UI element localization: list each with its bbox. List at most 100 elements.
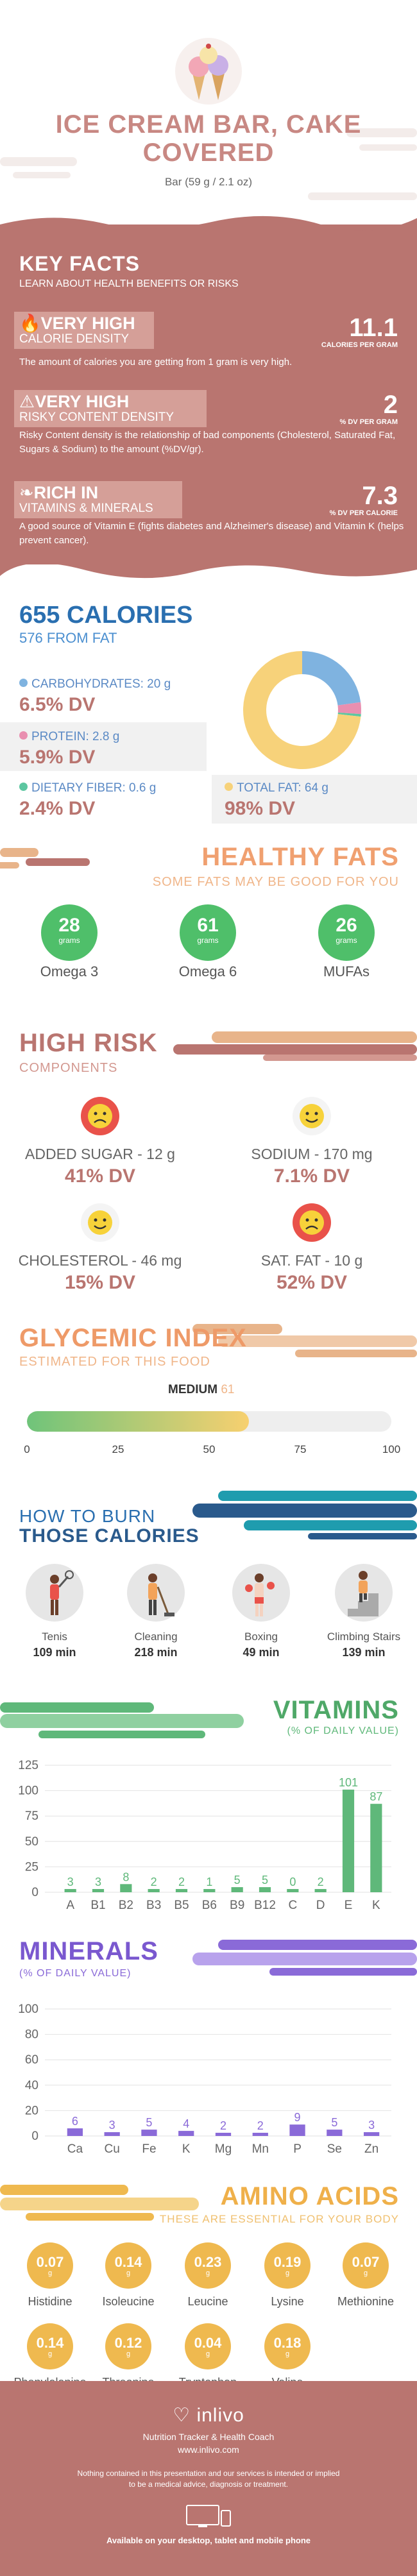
happy-face-icon xyxy=(293,1097,331,1135)
calories-fat-subtitle: 576 FROM FAT xyxy=(19,630,117,646)
amino-circle: 0.07 g xyxy=(343,2242,389,2289)
serving-size: Bar (59 g / 2.1 oz) xyxy=(164,176,253,188)
minerals-bar-Mg xyxy=(215,2133,232,2136)
leaf-icon: ❧ xyxy=(19,483,34,502)
vitamins-category-label: B1 xyxy=(90,1899,105,1912)
vitamins-category-label: E xyxy=(345,1899,353,1912)
glycemic-level: MEDIUM 61 xyxy=(168,1383,235,1396)
minerals-value-label: 6 xyxy=(72,2115,78,2128)
amino-circle: 0.07 g xyxy=(27,2242,73,2289)
healthy-fats-title: HEALTHY FATS xyxy=(201,843,399,871)
vitamins-category-label: B5 xyxy=(174,1899,189,1912)
minerals-value-label: 3 xyxy=(109,2119,115,2131)
vitamins-bar-D xyxy=(314,1889,327,1892)
minerals-value-label: 2 xyxy=(257,2119,264,2132)
glycemic-tick-label: 25 xyxy=(112,1443,124,1455)
vitamins-title: VITAMINS xyxy=(273,1696,399,1724)
vitamins-category-label: B12 xyxy=(254,1899,276,1912)
flame-icon: 🔥 xyxy=(19,314,41,333)
glycemic-tick-label: 0 xyxy=(24,1443,30,1455)
healthy-fats-subtitle: SOME FATS MAY BE GOOD FOR YOU xyxy=(152,875,399,889)
fat-dot xyxy=(225,783,233,791)
ice-cream-icon xyxy=(168,36,249,106)
vitamins-y-tick: 75 xyxy=(25,1809,38,1823)
vitamins-subtitle: (% OF DAILY VALUE) xyxy=(287,1725,399,1736)
minerals-value-label: 4 xyxy=(183,2117,189,2130)
fact-risky-content-value: 2 % DV PER GRAM xyxy=(339,391,398,426)
fats-decoration xyxy=(0,848,90,869)
minerals-category-label: Zn xyxy=(364,2142,379,2156)
vitamins-y-tick: 25 xyxy=(25,1860,38,1874)
glycemic-bar-track xyxy=(27,1411,391,1432)
vitamins-bar-B2 xyxy=(120,1884,132,1892)
high-risk-title: HIGH RISK xyxy=(19,1029,158,1057)
minerals-category-label: P xyxy=(293,2142,302,2156)
minerals-bar-Fe xyxy=(141,2130,157,2136)
glycemic-tick-label: 75 xyxy=(294,1443,307,1455)
mufas-circle: 26 grams xyxy=(318,904,375,961)
wave-bottom xyxy=(0,558,417,579)
wave-top xyxy=(0,216,417,237)
calories-title: 655 CALORIES xyxy=(19,602,193,629)
minerals-value-label: 3 xyxy=(368,2119,375,2131)
vitamins-bar-A xyxy=(64,1889,76,1892)
tennis-player-icon xyxy=(26,1564,83,1622)
vitamins-bar-B6 xyxy=(203,1889,216,1892)
risk-decoration xyxy=(173,1031,417,1061)
minerals-category-label: Fe xyxy=(142,2142,156,2156)
glycemic-ticks: 0 25 50 75 100 xyxy=(24,1443,400,1459)
burn-title-line1: HOW TO BURN xyxy=(19,1506,156,1526)
minerals-decoration xyxy=(192,1940,417,1976)
glycemic-decoration xyxy=(192,1324,417,1357)
footer-url[interactable]: www.inlivo.com xyxy=(178,2445,239,2455)
fact-calorie-density-desc: The amount of calories you are getting f… xyxy=(19,357,293,368)
amino-circle: 0.12 g xyxy=(105,2323,151,2369)
burn-cleaning: Cleaning 218 min xyxy=(134,1631,178,1659)
minerals-value-label: 5 xyxy=(331,2116,337,2129)
omega6-label: Omega 6 xyxy=(178,963,237,979)
vitamins-value-label: 3 xyxy=(95,1876,101,1888)
carbs-dot xyxy=(19,679,28,687)
vitamins-y-tick: 125 xyxy=(18,1759,38,1772)
macro-protein-band xyxy=(0,722,207,771)
fact-risky-content: ⚠VERY HIGH RISKY CONTENT DENSITY xyxy=(14,390,207,427)
fact-calorie-density: 🔥VERY HIGH CALORIE DENSITY xyxy=(14,312,154,349)
burn-climbing-stairs: Climbing Stairs 139 min xyxy=(327,1631,401,1659)
glycemic-title: GLYCEMIC INDEX xyxy=(19,1324,247,1352)
risk-added-sugar: ADDED SUGAR - 12 g 41% DV xyxy=(25,1146,175,1187)
amino-label: Histidine xyxy=(28,2295,72,2308)
amino-label: Lysine xyxy=(271,2295,304,2308)
glycemic-bar-fill xyxy=(27,1411,250,1432)
vitamins-value-label: 3 xyxy=(67,1876,74,1888)
vitamins-bar-B9 xyxy=(231,1887,243,1892)
footer-brand: ♡ inlivo xyxy=(173,2405,244,2426)
fact-risky-content-desc: Risky Content density is the relationshi… xyxy=(19,430,396,455)
burn-decoration xyxy=(192,1491,417,1539)
boxer-icon xyxy=(232,1564,290,1622)
omega3-circle: 28 grams xyxy=(41,904,98,961)
sad-face-icon xyxy=(293,1203,331,1242)
minerals-subtitle: (% OF DAILY VALUE) xyxy=(19,1968,132,1979)
macro-dietary-fiber: DIETARY FIBER: 0.6 g 2.4% DV xyxy=(19,781,157,819)
vitamins-value-label: 8 xyxy=(123,1870,129,1883)
vitamins-category-label: C xyxy=(288,1899,297,1912)
vitamins-y-tick: 100 xyxy=(18,1784,38,1798)
header-decoration xyxy=(0,128,417,200)
minerals-bar-K xyxy=(178,2131,194,2136)
minerals-bar-Ca xyxy=(67,2128,83,2136)
risk-cholesterol: CHOLESTEROL - 46 mg 15% DV xyxy=(18,1252,182,1293)
protein-dot xyxy=(19,731,28,740)
footer-disclaimer-2: to be a medical advice, diagnosis or tre… xyxy=(128,2480,289,2489)
minerals-bar-Cu xyxy=(104,2132,120,2136)
vitamins-category-label: D xyxy=(316,1899,325,1912)
burn-boxing: Boxing 49 min xyxy=(243,1631,280,1659)
footer-tagline: Nutrition Tracker & Health Coach xyxy=(142,2432,275,2442)
amino-label: Isoleucine xyxy=(102,2295,155,2308)
vitamins-value-label: 87 xyxy=(370,1790,382,1803)
footer-available: Available on your desktop, tablet and mo… xyxy=(106,2536,311,2545)
donut-slice-carbohydrates xyxy=(302,651,361,706)
minerals-y-tick: 40 xyxy=(25,2079,38,2092)
amino-subtitle: THESE ARE ESSENTIAL FOR YOUR BODY xyxy=(159,2213,399,2225)
vitamins-value-label: 2 xyxy=(318,1876,324,1888)
vitamins-value-label: 2 xyxy=(151,1876,157,1888)
